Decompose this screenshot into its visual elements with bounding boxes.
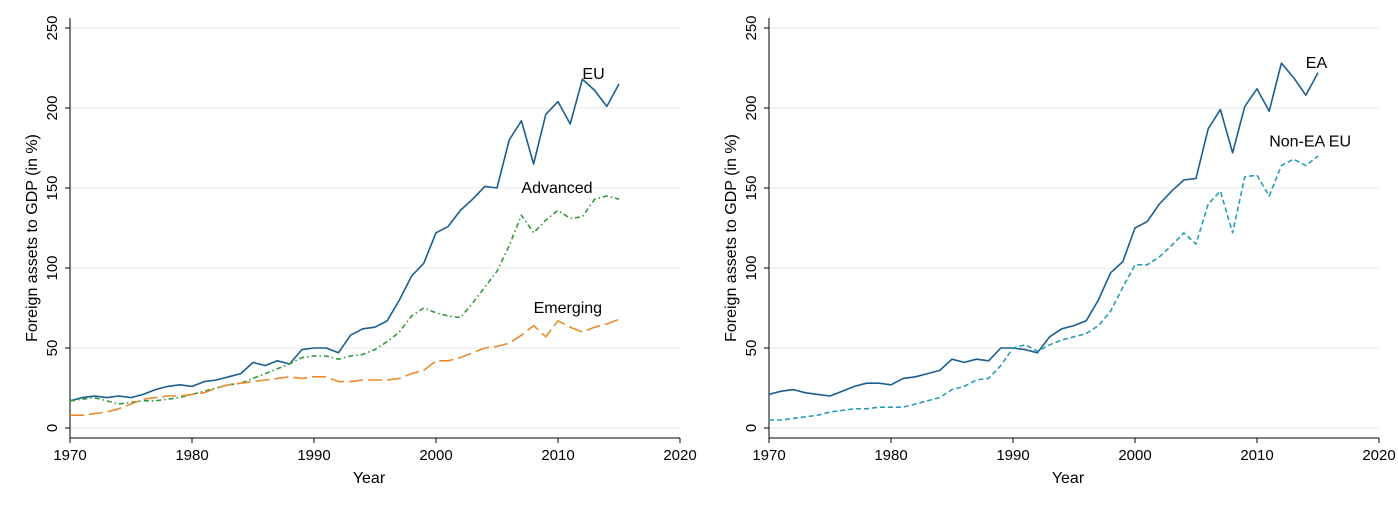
series-label-emerging: Emerging bbox=[534, 300, 602, 317]
series-line-eu bbox=[69, 78, 620, 402]
x-tick-label: 2020 bbox=[663, 447, 696, 464]
y-tick-label: 150 bbox=[743, 175, 760, 200]
chart-panel-ea-non-ea-eu: 0 50 100 150 200 250 1970 1980 1990 2000 2010 2020 Y… bbox=[723, 15, 1396, 487]
x-tick-label: 1970 bbox=[53, 447, 86, 464]
series-label-ea: EA bbox=[1306, 55, 1328, 72]
y-tick-label: 100 bbox=[743, 255, 760, 280]
series-line-advanced bbox=[69, 195, 620, 405]
chart-panel-eu-advanced-emerging: 0 50 100 150 200 250 1970 1980 1990 2000 2010 2020 Y… bbox=[24, 15, 697, 487]
y-tick-label: 50 bbox=[743, 340, 760, 357]
y-tick-label: 200 bbox=[44, 95, 61, 120]
y-axis-title: Foreign assets to GDP (in %) bbox=[723, 134, 740, 342]
x-tick-label: 1980 bbox=[175, 447, 208, 464]
x-tick-label: 2000 bbox=[1118, 447, 1151, 464]
x-tick-label: 2000 bbox=[419, 447, 452, 464]
x-axis-title: Year bbox=[353, 470, 386, 487]
series-label-eu: EU bbox=[582, 66, 604, 83]
series-label-advanced: Advanced bbox=[521, 180, 592, 197]
x-tick-label: 1970 bbox=[752, 447, 785, 464]
series-line-non-ea-eu bbox=[769, 155, 1319, 421]
x-tick-label: 2020 bbox=[1362, 447, 1395, 464]
y-tick-label: 0 bbox=[44, 424, 61, 432]
x-tick-label: 2010 bbox=[541, 447, 574, 464]
y-tick-label: 200 bbox=[743, 95, 760, 120]
x-tick-label: 1980 bbox=[874, 447, 907, 464]
x-tick-label: 1990 bbox=[996, 447, 1029, 464]
x-tick-label: 1990 bbox=[297, 447, 330, 464]
x-tick-label: 2010 bbox=[1240, 447, 1273, 464]
y-tick-label: 50 bbox=[44, 340, 61, 357]
series-label-non-ea-eu: Non-EA EU bbox=[1269, 133, 1351, 150]
y-tick-label: 100 bbox=[44, 255, 61, 280]
y-tick-label: 150 bbox=[44, 175, 61, 200]
y-tick-label: 250 bbox=[44, 15, 61, 40]
x-axis-title: Year bbox=[1052, 470, 1085, 487]
series-line-ea bbox=[768, 62, 1319, 397]
y-axis-title: Foreign assets to GDP (in %) bbox=[24, 134, 41, 342]
y-tick-label: 0 bbox=[743, 424, 760, 432]
y-tick-label: 250 bbox=[743, 15, 760, 40]
